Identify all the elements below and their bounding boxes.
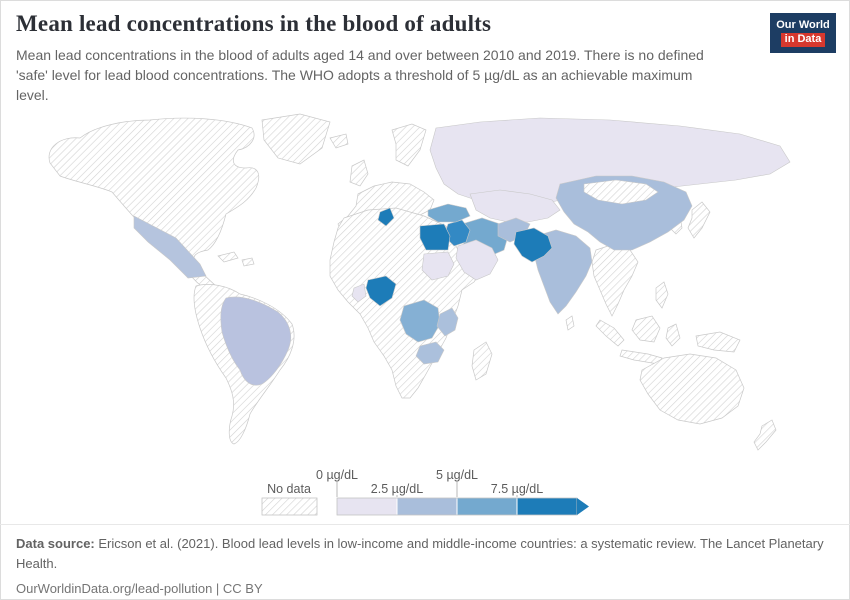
country-mexico[interactable] bbox=[133, 215, 207, 279]
legend-label-5: 5 µg/dL bbox=[436, 468, 478, 482]
country-turkey[interactable] bbox=[427, 203, 471, 223]
legend-no-data-label: No data bbox=[267, 482, 311, 496]
landmass-sumatra[interactable] bbox=[595, 319, 625, 347]
world-map: No data 0 µg/dL 2.5 µg/dL 5 µg/dL 7.5 µg… bbox=[48, 113, 791, 516]
landmass-java[interactable] bbox=[619, 349, 663, 365]
landmass-mongolia[interactable] bbox=[583, 179, 659, 205]
landmass-greenland[interactable] bbox=[261, 113, 331, 165]
legend-bin-3[interactable] bbox=[457, 498, 517, 515]
landmass-japan[interactable] bbox=[687, 201, 711, 239]
landmass-madagascar[interactable] bbox=[471, 341, 493, 381]
country-brazil[interactable] bbox=[220, 296, 291, 386]
country-egypt[interactable] bbox=[419, 223, 451, 251]
country-tunisia[interactable] bbox=[377, 207, 395, 227]
landmass-north-america[interactable] bbox=[48, 117, 260, 293]
chart-header: Mean lead concentrations in the blood of… bbox=[16, 11, 754, 105]
owid-logo-line2: in Data bbox=[780, 33, 826, 47]
country-kazakhstan[interactable] bbox=[469, 189, 561, 223]
map-legend: No data 0 µg/dL 2.5 µg/dL 5 µg/dL 7.5 µg… bbox=[261, 468, 589, 516]
landmass-united-kingdom[interactable] bbox=[349, 159, 369, 187]
chart-subtitle: Mean lead concentrations in the blood of… bbox=[16, 47, 704, 104]
landmass-philippines[interactable] bbox=[655, 281, 669, 309]
landmass-sri-lanka[interactable] bbox=[565, 315, 575, 331]
data-source-text: Ericson et al. (2021). Blood lead levels… bbox=[16, 536, 824, 571]
country-zambia[interactable] bbox=[415, 341, 445, 365]
landmass-iceland[interactable] bbox=[329, 133, 349, 149]
country-sudan[interactable] bbox=[421, 251, 455, 281]
permalink-license-line[interactable]: OurWorldinData.org/lead-pollution | CC B… bbox=[16, 581, 263, 596]
landmass-cuba[interactable] bbox=[217, 251, 239, 263]
legend-no-data-swatch[interactable] bbox=[261, 497, 318, 516]
landmass-new-zealand[interactable] bbox=[753, 419, 777, 451]
legend-label-0: 0 µg/dL bbox=[316, 468, 358, 482]
country-dr-congo[interactable] bbox=[399, 299, 441, 343]
owid-logo[interactable]: Our World in Data bbox=[770, 13, 836, 53]
chart-footer: Data source: Ericson et al. (2021). Bloo… bbox=[0, 524, 850, 600]
landmass-australia[interactable] bbox=[639, 353, 745, 425]
data-source-line: Data source: Ericson et al. (2021). Bloo… bbox=[16, 534, 828, 573]
legend-label-2-5: 2.5 µg/dL bbox=[371, 482, 423, 496]
country-nigeria[interactable] bbox=[365, 275, 397, 307]
owid-logo-line1: Our World bbox=[776, 19, 830, 32]
legend-arrow-icon bbox=[577, 498, 589, 515]
legend-label-7-5: 7.5 µg/dL bbox=[491, 482, 543, 496]
legend-bin-1[interactable] bbox=[337, 498, 397, 515]
landmass-sulawesi[interactable] bbox=[665, 323, 681, 347]
landmass-scandinavia[interactable] bbox=[391, 123, 427, 167]
legend-bin-4[interactable] bbox=[517, 498, 577, 515]
landmass-borneo[interactable] bbox=[631, 315, 661, 343]
country-tanzania[interactable] bbox=[436, 307, 459, 337]
legend-bin-2[interactable] bbox=[397, 498, 457, 515]
country-ghana[interactable] bbox=[351, 283, 367, 303]
page-title: Mean lead concentrations in the blood of… bbox=[16, 11, 492, 36]
landmass-hispaniola[interactable] bbox=[241, 257, 255, 267]
data-source-label: Data source: bbox=[16, 536, 95, 551]
landmass-new-guinea[interactable] bbox=[695, 331, 741, 353]
country-saudi-arabia[interactable] bbox=[455, 239, 499, 281]
country-pakistan[interactable] bbox=[513, 227, 553, 263]
landmass-southeast-asia[interactable] bbox=[591, 243, 639, 317]
map-container: No data 0 µg/dL 2.5 µg/dL 5 µg/dL 7.5 µg… bbox=[0, 108, 850, 520]
